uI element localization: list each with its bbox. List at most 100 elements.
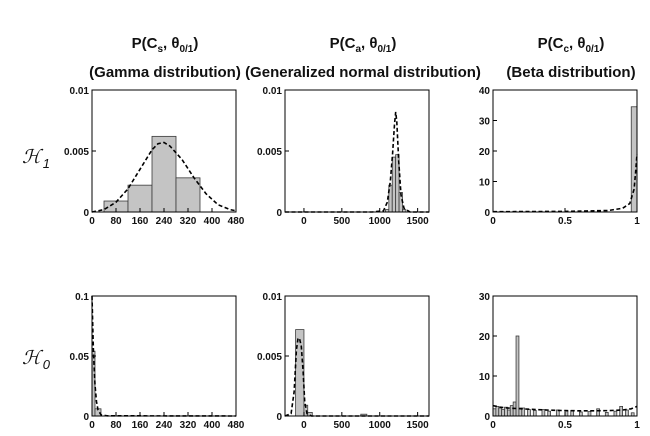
y-tick-label: 0 (83, 412, 89, 423)
histogram-bar (151, 135, 177, 213)
x-tick-label: 1500 (407, 216, 430, 227)
x-tick-label: 0 (89, 216, 95, 227)
title-part: , θ (361, 35, 377, 52)
axes-frame (492, 89, 638, 213)
fitted-curve (285, 111, 429, 213)
x-tick-label: 0.5 (558, 420, 572, 431)
column-titles: P(Cs, θ0/1)(Gamma distribution)P(Ca, θ0/… (89, 35, 635, 81)
title-part: P(C (538, 35, 564, 52)
histogram-bar (587, 411, 592, 417)
x-tick-label: 480 (228, 216, 245, 227)
x-tick-label: 500 (333, 420, 350, 431)
y-tick-label: 30 (479, 292, 491, 303)
histogram-bar (613, 410, 618, 417)
column-title: P(Cs, θ0/1) (132, 35, 199, 55)
histogram-bar (547, 410, 551, 417)
histogram-bar (541, 409, 546, 417)
histogram-bar (127, 184, 153, 213)
x-tick-label: 0 (89, 420, 95, 431)
x-tick-label: 240 (156, 420, 173, 431)
axes-frame (284, 89, 430, 213)
y-tick-label: 0.05 (70, 352, 90, 363)
title-part: P(C (330, 35, 356, 52)
fitted-curve (492, 154, 638, 213)
histogram-panel: 0 500 1000 1500 0 0.005 0.01 (257, 292, 430, 431)
histogram-bar (388, 184, 393, 213)
x-tick-label: 1 (634, 420, 640, 431)
fitted-curve (91, 141, 237, 213)
fitted-curve (91, 295, 237, 417)
column-subtitle: (Generalized normal distribution) (245, 64, 481, 81)
histogram-bar (625, 409, 629, 417)
y-tick-label: 10 (479, 178, 491, 189)
axes-frame (284, 295, 430, 417)
row-label-subscript: 1 (43, 156, 50, 171)
title-part: 0/1 (585, 44, 599, 55)
x-tick-label: 80 (110, 216, 122, 227)
y-tick-label: 0.005 (64, 147, 89, 158)
y-tick-label: 10 (479, 372, 491, 383)
y-tick-label: 0 (484, 208, 490, 219)
title-part: ) (391, 35, 396, 52)
histogram-bar (596, 408, 600, 417)
histogram-bar (501, 409, 505, 417)
title-part: , θ (163, 35, 179, 52)
x-tick-label: 0 (301, 216, 307, 227)
x-tick-label: 320 (180, 420, 197, 431)
histogram-bar (175, 177, 201, 213)
x-tick-label: 160 (132, 216, 149, 227)
y-tick-label: 20 (479, 147, 491, 158)
x-tick-label: 400 (204, 216, 221, 227)
x-tick-label: 160 (132, 420, 149, 431)
x-tick-label: 1000 (369, 420, 392, 431)
title-part: 0/1 (179, 44, 193, 55)
y-tick-label: 0.01 (263, 86, 283, 97)
histogram-bar (604, 411, 609, 417)
histogram-panel: 0 80 160 240 320 400 480 0 0.05 0.1 (70, 292, 245, 431)
y-tick-label: 0.005 (257, 352, 282, 363)
x-tick-label: 500 (333, 216, 350, 227)
x-tick-label: 1000 (369, 216, 392, 227)
column-title: P(Cc, θ0/1) (538, 35, 605, 55)
histogram-bar (509, 405, 514, 417)
histogram-panel: 0 500 1000 1500 0 0.005 0.01 (257, 86, 430, 227)
title-part: , θ (569, 35, 585, 52)
x-tick-label: 0 (490, 216, 496, 227)
title-part: ) (599, 35, 604, 52)
histogram-panel: 0 80 160 240 320 400 480 0 0.005 0.01 (64, 86, 245, 227)
histogram-bar (498, 407, 503, 417)
title-part: ) (193, 35, 198, 52)
row-label-symbol: ℋ (22, 146, 44, 168)
histogram-bar (619, 405, 623, 417)
x-tick-label: 320 (180, 216, 197, 227)
axes-frame (91, 295, 237, 417)
y-tick-label: 0.01 (70, 86, 90, 97)
histogram-bar (506, 409, 511, 417)
y-tick-label: 0 (276, 208, 282, 219)
x-tick-label: 0 (490, 420, 496, 431)
axes-frame (492, 295, 638, 417)
x-tick-label: 80 (110, 420, 122, 431)
y-tick-label: 0.01 (263, 292, 283, 303)
y-tick-label: 0 (484, 412, 490, 423)
column-subtitle: (Beta distribution) (506, 64, 635, 81)
y-tick-label: 40 (479, 86, 491, 97)
x-tick-label: 400 (204, 420, 221, 431)
histogram-bar (495, 405, 500, 417)
x-tick-label: 0.5 (558, 216, 572, 227)
y-tick-label: 0 (83, 208, 89, 219)
column-title: P(Ca, θ0/1) (330, 35, 397, 55)
x-tick-label: 1500 (407, 420, 430, 431)
x-tick-label: 0 (301, 420, 307, 431)
histogram-bar (391, 156, 397, 213)
row-labels: ℋ 1ℋ 0 (22, 146, 51, 372)
x-tick-label: 1 (634, 216, 640, 227)
y-tick-label: 30 (479, 117, 491, 128)
y-tick-label: 0.1 (75, 292, 89, 303)
histogram-bar (527, 409, 531, 417)
